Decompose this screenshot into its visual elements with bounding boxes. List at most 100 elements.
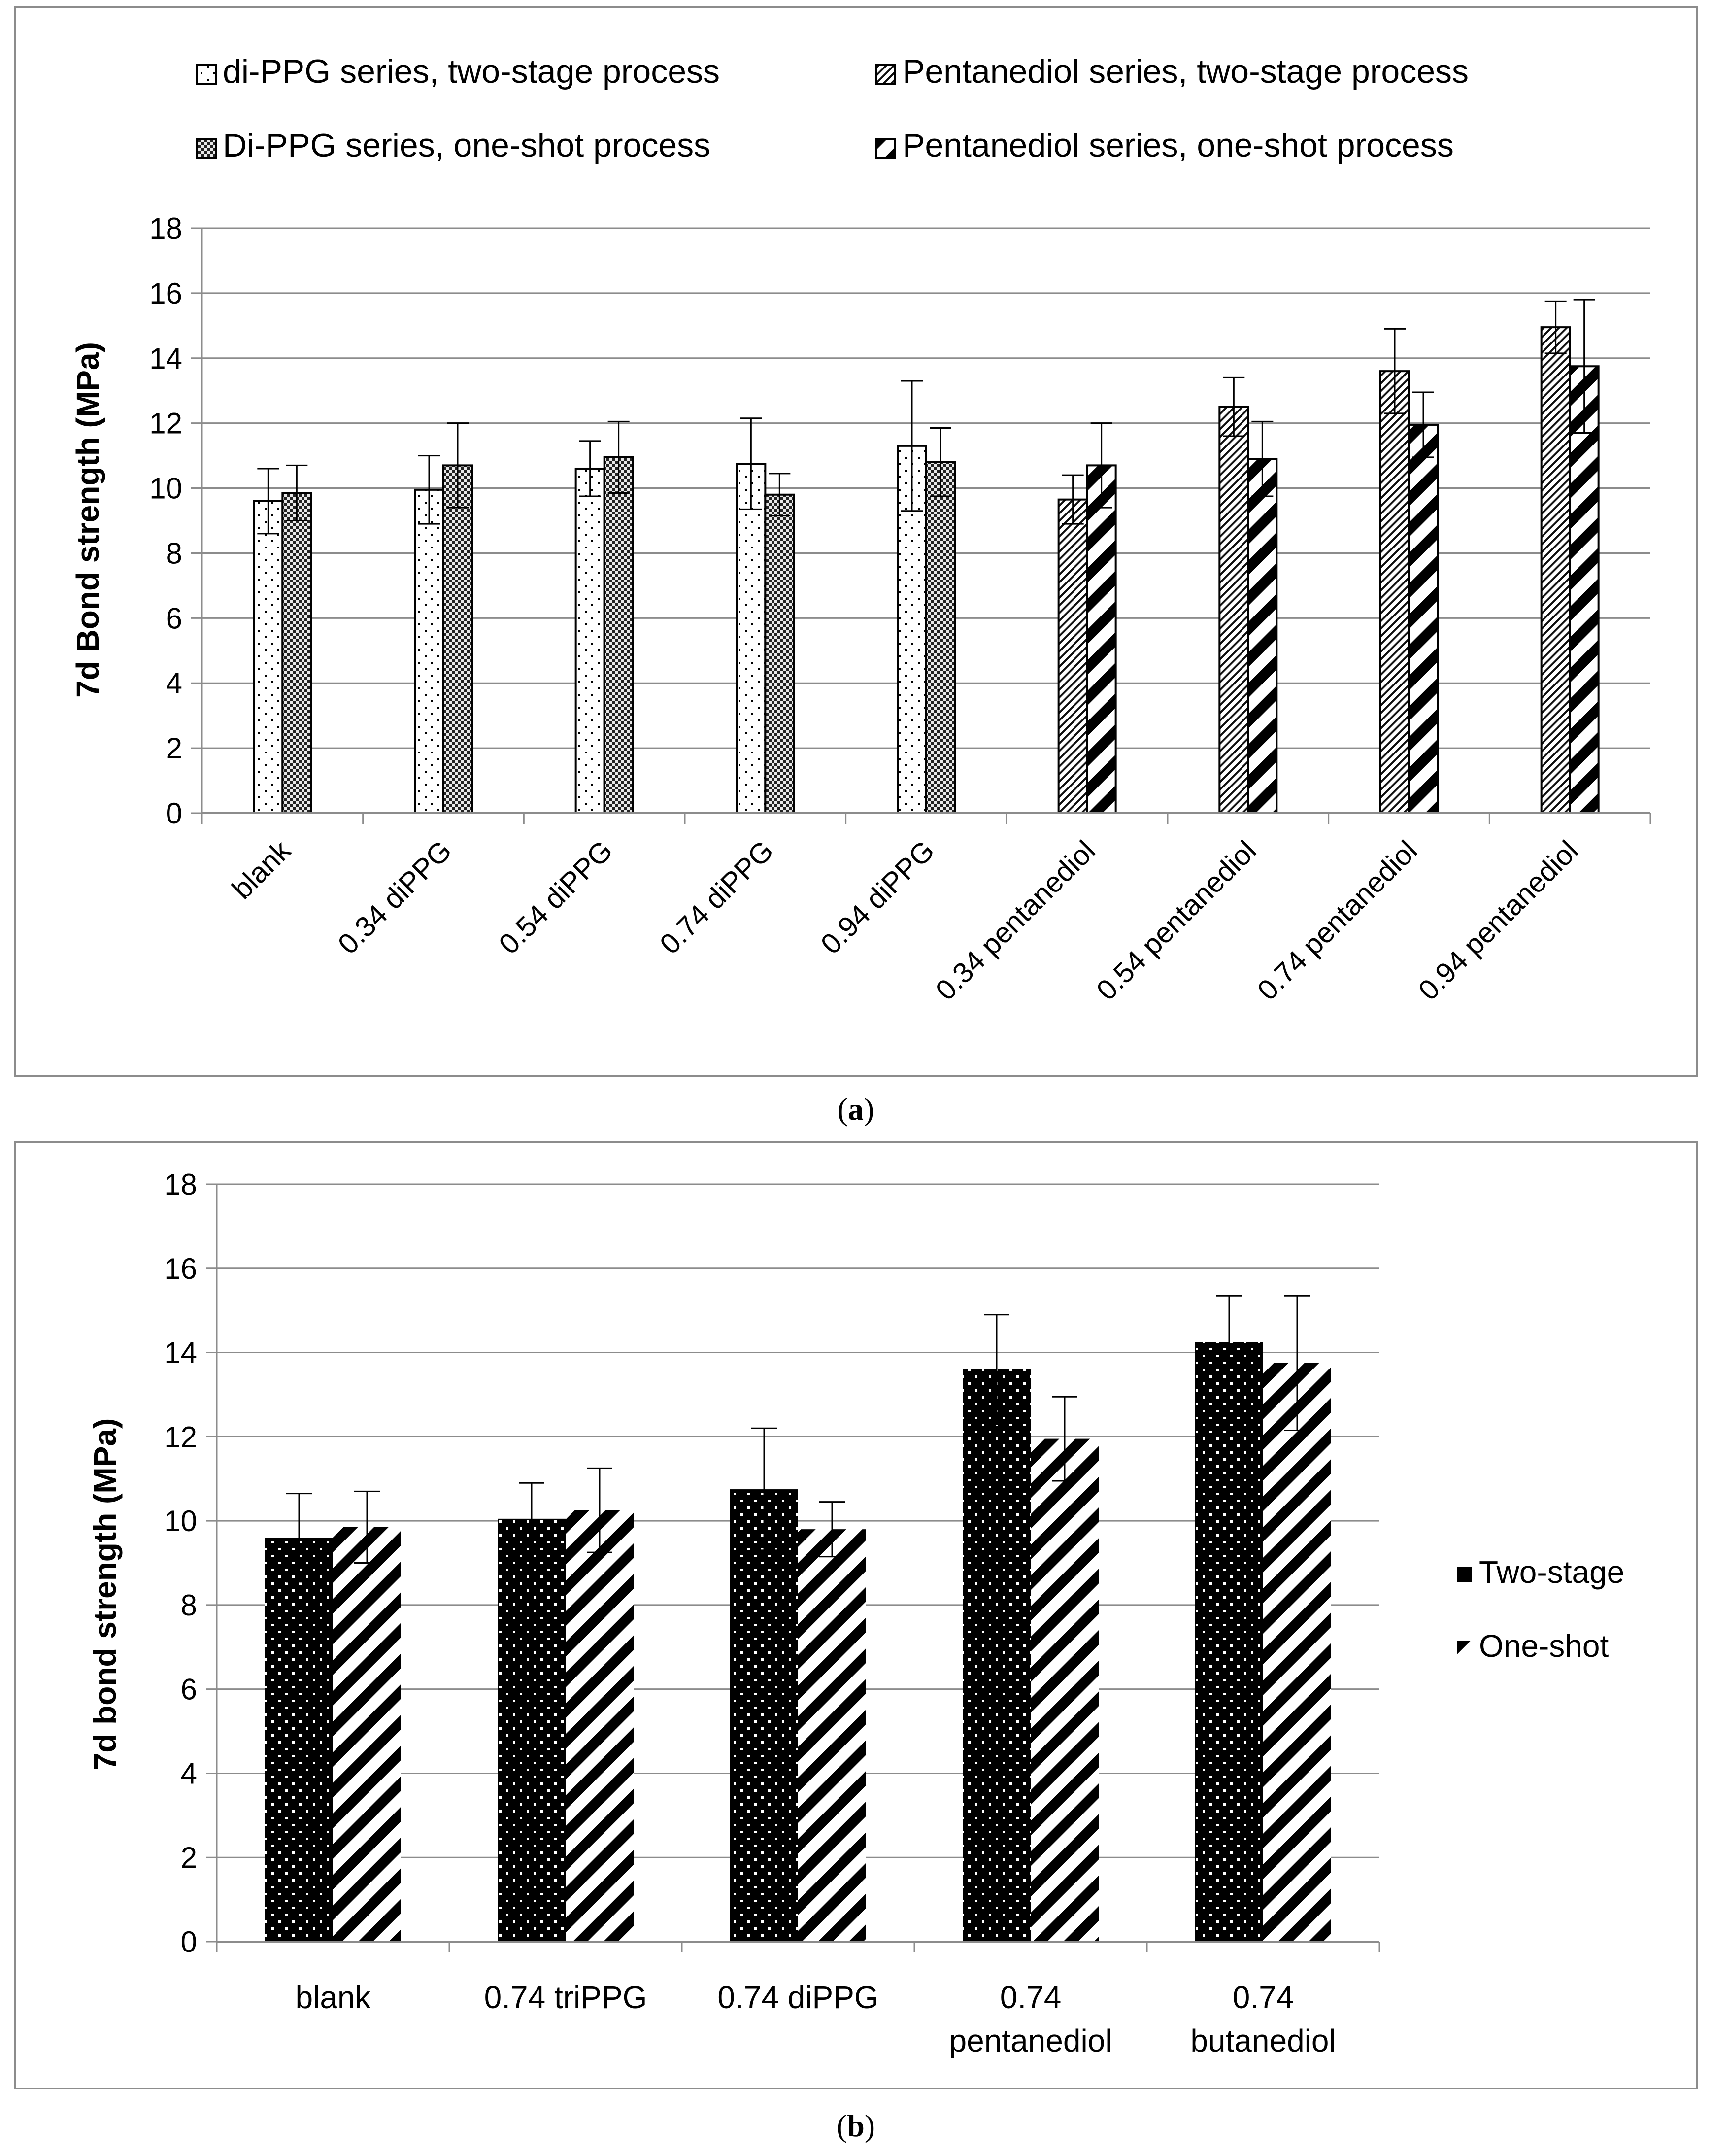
- caption-a: (a): [838, 1092, 874, 1127]
- y-tick-label-a-2: 4: [166, 667, 182, 700]
- error-bar-a-s1-c4: [930, 427, 951, 497]
- bar-a-s2-c8: [1540, 326, 1571, 814]
- y-tick-label-b-0: 0: [181, 1925, 197, 1958]
- bar-a-s3-c8: [1569, 365, 1600, 814]
- bar-b-s0-c1: [498, 1518, 566, 1942]
- y-tick-label-b-8: 16: [164, 1252, 197, 1285]
- bar-b-s1-c1: [566, 1510, 634, 1942]
- panel-a: di-PPG series, two-stage process Pentane…: [14, 6, 1698, 1077]
- legend-a-label-3: Pentanediol series, one-shot process: [903, 127, 1454, 164]
- legend-a-label-1: Pentanediol series, two-stage process: [903, 53, 1469, 90]
- bar-a-s1-c3: [764, 493, 795, 814]
- bar-b-s0-c0: [265, 1538, 333, 1942]
- x-tick-label-b-3: 0.74 pentanediol: [949, 1980, 1112, 2058]
- y-tick-label-a-3: 6: [166, 602, 182, 635]
- legend-b-swatch-1: [1457, 1641, 1472, 1656]
- x-tick-labels-b: blank 0.74 triPPG 0.74 diPPG 0.74 pentanedio…: [296, 1980, 1336, 2058]
- caption-b-letter: b: [847, 2108, 865, 2143]
- bar-b-s1-c4: [1263, 1363, 1331, 1942]
- y-tick-label-b-2: 4: [181, 1757, 197, 1790]
- bar-b-s1-c0: [333, 1527, 401, 1942]
- bar-a-s1-c1: [442, 464, 473, 814]
- error-bar-b-s0-c0: [286, 1493, 312, 1583]
- y-tick-label-b-1: 2: [181, 1841, 197, 1874]
- y-tick-label-b-4: 8: [181, 1589, 197, 1622]
- error-bar-a-s2-c8: [1544, 300, 1567, 354]
- legend-a-swatch-0: [196, 64, 217, 85]
- y-tick-label-a-6: 12: [149, 407, 182, 440]
- legend-a-item-1: Pentanediol series, two-stage process: [875, 53, 1469, 90]
- y-ticks-a: 0 2 4 6 8 10 12 14 16 18: [149, 212, 202, 830]
- error-bar-a-s0-c2: [579, 440, 601, 497]
- bar-b-s1-c2: [798, 1529, 866, 1942]
- error-bar-b-s0-c1: [519, 1482, 544, 1555]
- y-tick-label-a-5: 10: [149, 472, 182, 505]
- y-ticks-b: 0 2 4 6 8 10 12 14 16 18: [164, 1168, 217, 1958]
- bars-a: [253, 326, 1600, 814]
- legend-b-label-0: Two-stage: [1479, 1554, 1624, 1590]
- error-bar-a-s3-c5: [1090, 422, 1112, 509]
- error-bar-a-s1-c2: [607, 420, 630, 494]
- x-tick-label-b-0: blank: [296, 1980, 371, 2015]
- bar-b-s0-c2: [730, 1489, 798, 1942]
- legend-a: di-PPG series, two-stage process Pentane…: [196, 53, 1469, 164]
- error-bar-a-s0-c1: [418, 455, 440, 525]
- legend-a-item-0: di-PPG series, two-stage process: [196, 53, 720, 90]
- bar-a-s0-c1: [414, 488, 444, 814]
- y-tick-label-a-1: 2: [166, 732, 182, 765]
- x-tick-label-b-4: 0.74 butanediol: [1190, 1980, 1336, 2058]
- error-bar-b-s1-c1: [587, 1467, 612, 1553]
- legend-b-label-1: One-shot: [1479, 1628, 1609, 1664]
- bar-a-s2-c5: [1057, 498, 1088, 814]
- legend-a-label-0: di-PPG series, two-stage process: [223, 53, 720, 90]
- bar-a-s3-c5: [1086, 464, 1117, 814]
- y-tick-label-b-3: 6: [181, 1673, 197, 1706]
- error-bar-b-s1-c0: [354, 1490, 380, 1564]
- bar-a-s2-c6: [1218, 406, 1249, 814]
- y-tick-label-b-5: 10: [164, 1505, 197, 1538]
- bar-a-s1-c4: [925, 461, 956, 814]
- x-axis-b: [216, 1184, 1380, 1952]
- y-tick-label-a-7: 14: [149, 342, 182, 375]
- y-tick-label-a-4: 8: [166, 537, 182, 570]
- legend-b-swatch-0: [1457, 1567, 1472, 1582]
- y-tick-label-b-7: 14: [164, 1336, 197, 1369]
- panel-b: 7d bond strength (MPa) 0 2 4 6 8 10 12 14 16 18 b…: [14, 1141, 1698, 2089]
- error-bar-a-s1-c0: [286, 464, 308, 521]
- error-bar-b-s0-c3: [984, 1314, 1009, 1425]
- x-tick-label-b-2: 0.74 diPPG: [717, 1980, 878, 2015]
- bar-a-s1-c2: [603, 456, 634, 814]
- y-tick-label-b-6: 12: [164, 1420, 197, 1453]
- legend-a-item-2: Di-PPG series, one-shot process: [196, 127, 710, 164]
- error-bar-a-s0-c0: [257, 468, 279, 535]
- bar-a-s0-c3: [736, 463, 767, 814]
- bar-b-s1-c3: [1031, 1438, 1099, 1942]
- error-bar-b-s1-c2: [819, 1501, 845, 1558]
- bar-a-s1-c0: [281, 492, 312, 814]
- error-bar-a-s3-c8: [1573, 299, 1595, 434]
- error-bar-b-s0-c2: [751, 1427, 777, 1551]
- error-bar-b-s0-c4: [1216, 1295, 1242, 1389]
- legend-b-item-1: One-shot: [1457, 1628, 1609, 1664]
- legend-a-swatch-2: [196, 138, 217, 159]
- bar-a-s0-c0: [253, 500, 284, 814]
- bar-a-s3-c6: [1247, 458, 1278, 814]
- legend-a-swatch-3: [875, 138, 896, 159]
- y-tick-label-b-9: 18: [164, 1168, 197, 1201]
- x-axis-a: [201, 228, 1651, 824]
- bar-b-s0-c4: [1195, 1342, 1263, 1942]
- error-bar-a-s0-c4: [901, 380, 923, 512]
- error-bar-a-s2-c5: [1062, 474, 1084, 525]
- error-bar-b-s1-c4: [1284, 1295, 1310, 1432]
- y-tick-label-a-8: 16: [149, 277, 182, 310]
- error-bar-a-s2-c7: [1384, 328, 1406, 414]
- bar-a-s3-c7: [1408, 423, 1439, 814]
- error-bar-b-s1-c3: [1052, 1396, 1077, 1482]
- error-bar-a-s3-c7: [1412, 391, 1434, 458]
- error-bar-a-s3-c6: [1251, 420, 1274, 497]
- y-axis-title-b: 7d bond strength (MPa): [87, 1418, 123, 1771]
- error-bar-a-s0-c3: [740, 417, 762, 510]
- legend-a-swatch-1: [875, 64, 896, 85]
- error-bar-a-s1-c1: [447, 422, 469, 509]
